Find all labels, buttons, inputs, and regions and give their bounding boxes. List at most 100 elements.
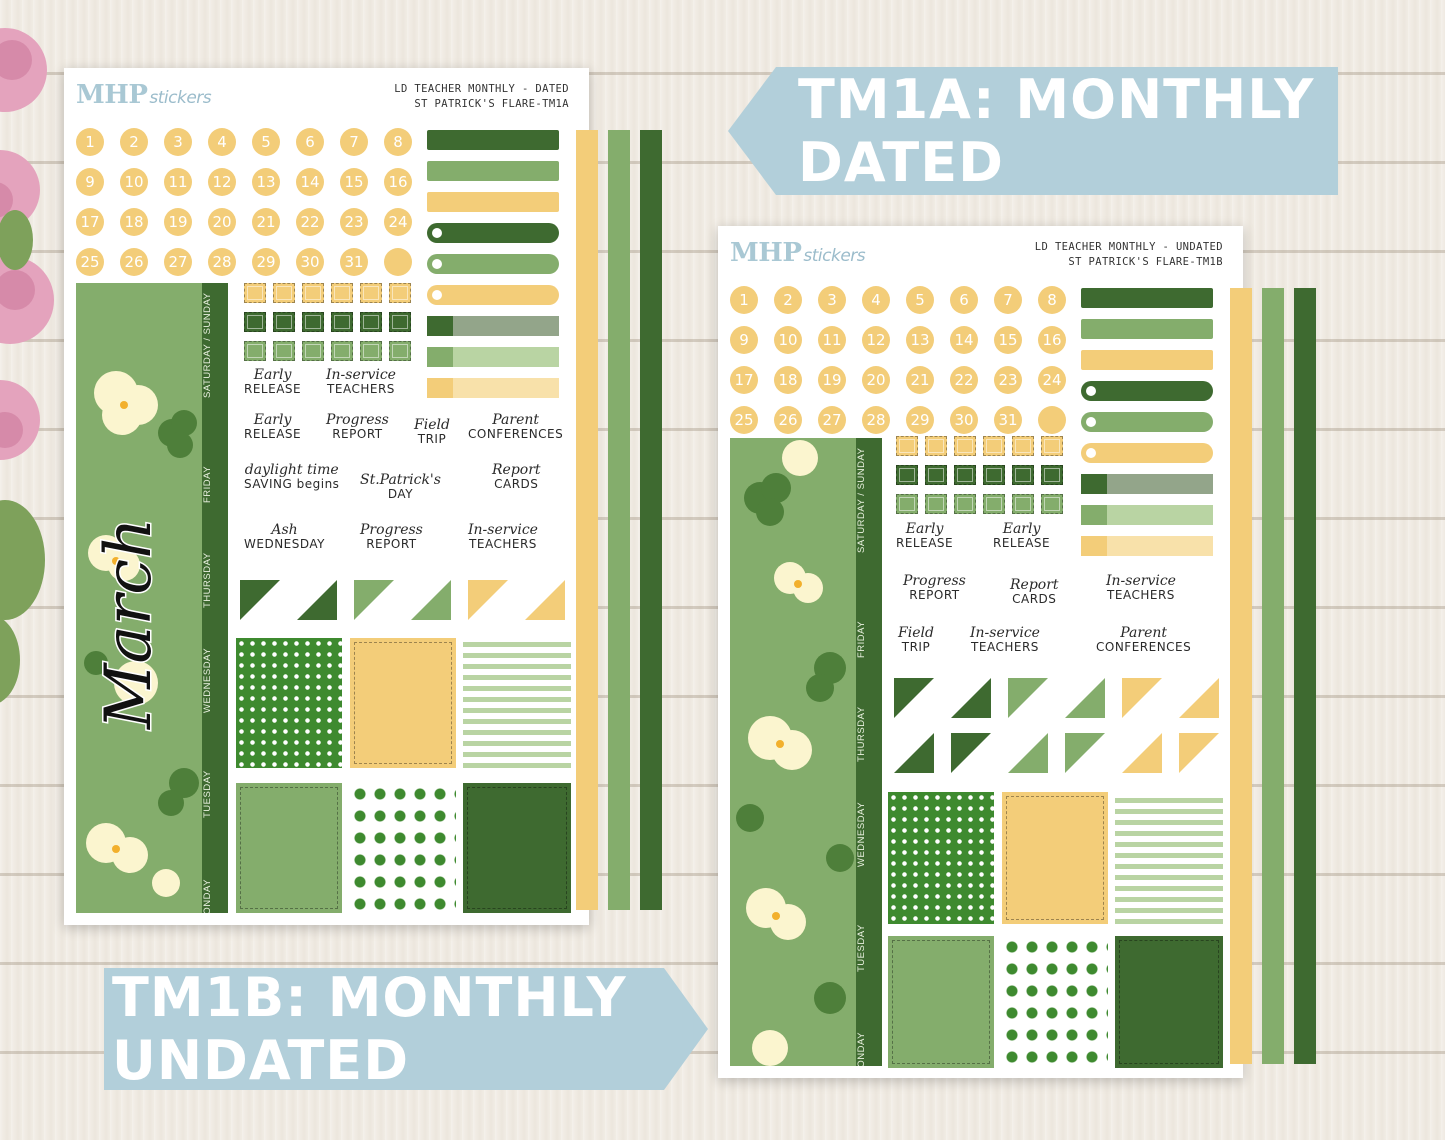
- color-bar: [1081, 412, 1213, 432]
- sticker-script-text: In-service: [970, 625, 1040, 641]
- color-bar: [1081, 350, 1213, 370]
- date-dot: 7: [994, 286, 1022, 314]
- event-sticker: St.Patrick's DAY: [360, 473, 441, 501]
- color-bars: [1081, 288, 1213, 567]
- date-dot: 26: [774, 406, 802, 434]
- corner-triangle: [1065, 733, 1105, 773]
- vertical-strips: [576, 130, 662, 910]
- date-dot: 4: [208, 128, 236, 156]
- clover-box: [1002, 936, 1108, 1068]
- checkbox-square: [1012, 465, 1034, 485]
- color-bar: [427, 378, 559, 398]
- date-dot: 31: [994, 406, 1022, 434]
- sage-box: [888, 936, 994, 1068]
- strip-yellow: [1230, 288, 1252, 1064]
- event-sticker: Progress REPORT: [326, 413, 389, 441]
- sticker-caps-text: DAY: [387, 487, 414, 501]
- date-dot: 11: [164, 168, 192, 196]
- event-sticker: Report CARDS: [492, 463, 541, 491]
- date-dot: 27: [164, 248, 192, 276]
- date-dot: 2: [120, 128, 148, 156]
- checkbox-square: [360, 312, 382, 332]
- color-bar: [427, 130, 559, 150]
- sticker-script-text: Early: [905, 521, 944, 537]
- color-bar: [1081, 319, 1213, 339]
- date-dot: 16: [1038, 326, 1066, 354]
- event-sticker: Report CARDS: [1010, 578, 1059, 606]
- checkbox-square: [331, 283, 353, 303]
- event-sticker: Early RELEASE: [896, 522, 953, 550]
- event-sticker: Parent CONFERENCES: [1096, 626, 1191, 654]
- date-dot: 20: [208, 208, 236, 236]
- checkbox-square: [983, 494, 1005, 514]
- date-dot: 16: [384, 168, 412, 196]
- event-sticker: In-service TEACHERS: [970, 626, 1040, 654]
- date-dot: [384, 248, 412, 276]
- sticker-caps-text: CARDS: [494, 477, 539, 491]
- sticker-caps-text: TEACHERS: [327, 382, 395, 396]
- date-dot: 22: [296, 208, 324, 236]
- corner-triangle: [951, 678, 991, 718]
- sticker-script-text: Report: [492, 462, 541, 478]
- march-banner: March SATURDAY / SUNDAY FRIDAY THURSDAY WED…: [76, 283, 228, 913]
- checkbox-square: [1041, 436, 1063, 456]
- corner-triangle: [468, 580, 508, 620]
- checkbox-square: [896, 436, 918, 456]
- checkbox-square: [925, 436, 947, 456]
- checkbox-square: [896, 494, 918, 514]
- yellow-box: [350, 638, 456, 768]
- date-dot: 22: [950, 366, 978, 394]
- date-dot: 25: [730, 406, 758, 434]
- sage-box: [236, 783, 342, 913]
- checkbox-square: [954, 494, 976, 514]
- strip-dark-green: [640, 130, 662, 910]
- corner-triangle: [1122, 733, 1162, 773]
- shamrock-pattern: [84, 371, 199, 897]
- date-dot: 12: [208, 168, 236, 196]
- date-dot: 21: [252, 208, 280, 236]
- checkbox-grid: [896, 436, 1063, 514]
- date-dots: 1 2 3 4 5 6 7 8 9 10 11 12 13 14 15 16 17 18 19 20 21 22 23 24 2…: [730, 286, 1070, 434]
- event-sticker: In-service TEACHERS: [468, 523, 538, 551]
- color-bar: [427, 223, 559, 243]
- checkbox-square: [273, 341, 295, 361]
- checkbox-square: [244, 341, 266, 361]
- date-dot: 3: [818, 286, 846, 314]
- date-dot: 30: [296, 248, 324, 276]
- color-bar: [1081, 288, 1213, 308]
- date-dot: 15: [340, 168, 368, 196]
- striped-box: [463, 638, 571, 768]
- checkbox-square: [331, 341, 353, 361]
- date-dot: 17: [730, 366, 758, 394]
- checkbox-square: [273, 283, 295, 303]
- dark-green-box: [1115, 936, 1223, 1068]
- corner-triangle: [1008, 678, 1048, 718]
- checkbox-square: [360, 283, 382, 303]
- event-sticker: Early RELEASE: [244, 368, 301, 396]
- date-dot: 4: [862, 286, 890, 314]
- strip-dark-green: [1294, 288, 1316, 1064]
- event-sticker: Early RELEASE: [244, 413, 301, 441]
- weekday-label: THURSDAY: [202, 552, 213, 609]
- sticker-script-text: Progress: [903, 573, 966, 589]
- sticker-script-text: Report: [1010, 577, 1059, 593]
- yellow-box: [1002, 792, 1108, 924]
- corner-triangle: [894, 678, 934, 718]
- date-dot: 14: [950, 326, 978, 354]
- date-dot: 2: [774, 286, 802, 314]
- sticker-caps-text: TEACHERS: [971, 640, 1039, 654]
- date-dot: 1: [76, 128, 104, 156]
- sticker-script-text: Early: [253, 367, 292, 383]
- date-dot: 15: [994, 326, 1022, 354]
- corner-triangle: [1179, 733, 1219, 773]
- date-dot: 6: [296, 128, 324, 156]
- sticker-script-text: In-service: [468, 522, 538, 538]
- color-bar: [1081, 536, 1213, 556]
- sticker-script-text: daylight time: [244, 462, 339, 478]
- sticker-sheet-undated: MHP stickers LD TEACHER MONTHLY - UNDATED…: [718, 226, 1316, 1078]
- checkbox-square: [896, 465, 918, 485]
- color-bar: [427, 285, 559, 305]
- checkbox-square: [1041, 494, 1063, 514]
- checkbox-square: [389, 312, 411, 332]
- date-dot: 6: [950, 286, 978, 314]
